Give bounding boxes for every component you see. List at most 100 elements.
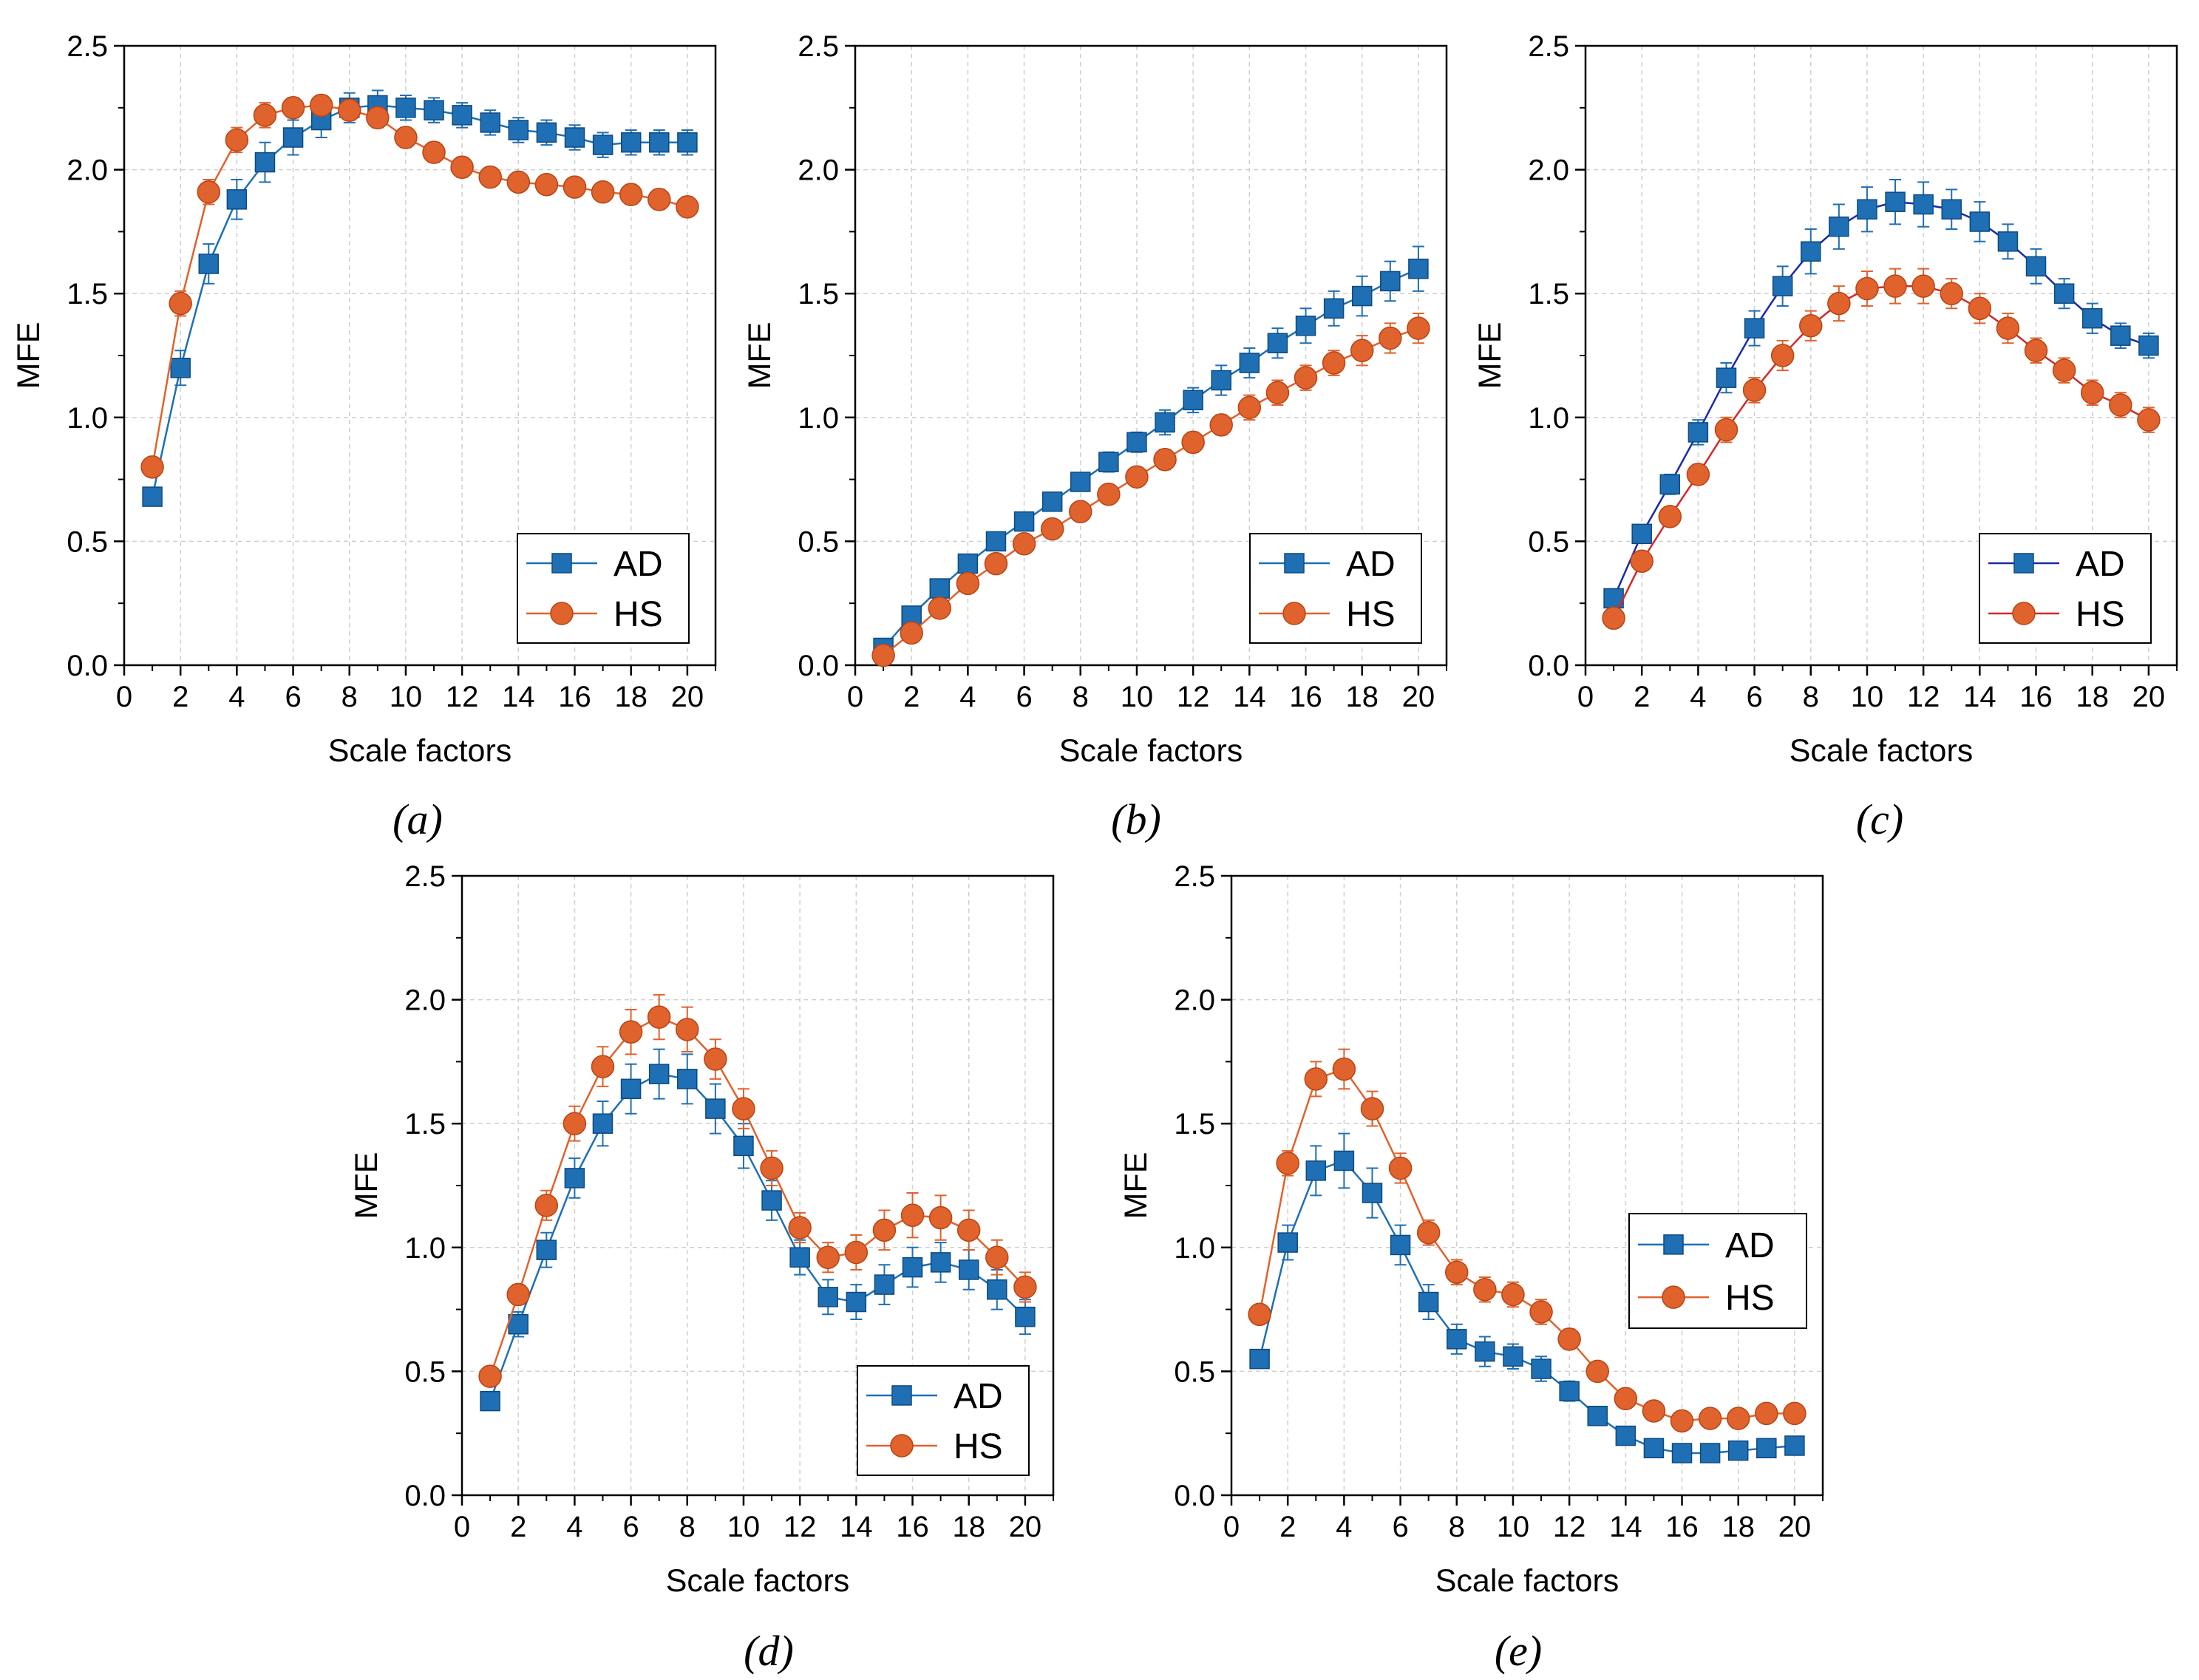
data-point [1941, 199, 1962, 220]
data-point [1585, 1359, 1609, 1384]
data-point [1249, 1348, 1270, 1370]
x-axis-title: Scale factors [328, 733, 512, 769]
data-point [1940, 282, 1963, 305]
data-point [1772, 276, 1793, 296]
data-point [1686, 463, 1710, 486]
x-tick-label: 0 [1577, 681, 1594, 713]
data-point [1913, 194, 1934, 215]
data-point [506, 1282, 530, 1307]
legend-label-hs: HS [1346, 595, 1396, 634]
x-tick-label: 12 [784, 1511, 817, 1543]
data-point [508, 120, 529, 140]
legend-marker [1663, 1234, 1684, 1255]
data-point [140, 455, 164, 479]
x-tick-label: 8 [1073, 681, 1089, 713]
legend-box [1979, 533, 2152, 644]
data-point [677, 132, 698, 153]
data-point [564, 1168, 585, 1188]
data-point [620, 1078, 642, 1100]
data-point [956, 571, 980, 596]
data-point [871, 643, 895, 667]
data-point [563, 1112, 587, 1135]
x-tick-label: 18 [1345, 681, 1379, 713]
x-tick-label: 16 [896, 1511, 929, 1543]
x-tick-label: 12 [1907, 681, 1940, 713]
data-point [1529, 1300, 1553, 1324]
data-point [760, 1156, 784, 1180]
data-point [170, 358, 191, 378]
data-point [563, 175, 587, 199]
data-point [1304, 1067, 1328, 1091]
data-point [508, 1313, 528, 1335]
x-tick-label: 2 [903, 681, 920, 713]
y-axis-title: MFE [11, 322, 47, 390]
x-tick-label: 8 [679, 1511, 696, 1543]
data-point [1784, 1435, 1805, 1456]
data-point [872, 1218, 897, 1242]
x-tick-label: 16 [1289, 681, 1322, 713]
data-point [591, 180, 615, 204]
data-point [705, 1098, 726, 1119]
y-tick-label: 1.0 [1174, 1232, 1215, 1265]
data-point [957, 553, 979, 574]
y-tick-label: 0.0 [67, 650, 108, 682]
legend: AD HS [1628, 1213, 1807, 1329]
data-point [649, 132, 670, 153]
series-ad [873, 245, 1429, 659]
data-point [2109, 393, 2132, 417]
y-tick-label: 1.5 [1174, 1108, 1215, 1140]
data-point [534, 1194, 559, 1217]
x-axis-title: Scale factors [666, 1563, 850, 1599]
x-tick-label: 2 [1634, 681, 1650, 713]
x-tick-label: 14 [840, 1511, 873, 1543]
data-point [1305, 1160, 1327, 1181]
data-point [1322, 351, 1346, 375]
data-point [282, 127, 304, 148]
data-point [846, 1291, 867, 1313]
data-point [1968, 296, 1992, 321]
data-point [536, 122, 557, 143]
x-tick-label: 20 [1402, 681, 1435, 713]
panel-label: (a) [392, 795, 443, 843]
data-point [648, 1064, 670, 1084]
x-tick-label: 14 [1609, 1511, 1642, 1543]
x-tick-label: 0 [116, 681, 132, 713]
y-tick-label: 1.5 [1528, 278, 1569, 310]
data-point [704, 1047, 727, 1071]
x-tick-label: 0 [847, 681, 863, 713]
data-point [1390, 1234, 1411, 1256]
data-point [930, 1252, 951, 1273]
x-tick-label: 18 [614, 681, 648, 713]
x-tick-label: 4 [566, 1511, 582, 1543]
data-point [818, 1287, 838, 1307]
legend-label-ad: AD [1725, 1226, 1775, 1265]
y-tick-label: 2.0 [798, 154, 839, 187]
data-point [761, 1190, 782, 1211]
data-point [142, 486, 163, 507]
data-point [1388, 1156, 1413, 1180]
data-point [1726, 1407, 1750, 1430]
data-point [2110, 325, 2131, 346]
data-point [788, 1216, 812, 1239]
data-point [733, 1135, 754, 1157]
chart-panel-a: 0 2 4 6 8 10 12 14 16 18 20 0.0 0.5 1.0 1.5 2.0 2.5 Scale… [11, 30, 717, 843]
x-tick-label: 6 [285, 681, 301, 713]
x-tick-label: 6 [1016, 681, 1032, 713]
panel-label: (d) [744, 1627, 794, 1675]
data-point [1783, 1401, 1807, 1426]
x-tick-label: 4 [959, 681, 976, 713]
legend-marker [890, 1434, 914, 1458]
x-tick-label: 4 [1336, 1511, 1352, 1543]
legend-marker [2013, 553, 2034, 574]
legend-label-hs: HS [1725, 1279, 1775, 1318]
legend-marker [1284, 553, 1305, 574]
x-tick-label: 16 [1665, 1511, 1699, 1543]
data-point [928, 596, 952, 620]
data-point [1350, 339, 1374, 363]
data-point [1070, 472, 1091, 492]
x-tick-label: 6 [1392, 1511, 1408, 1543]
legend-marker [550, 602, 574, 625]
data-point [1098, 452, 1119, 472]
x-axis-title: Scale factors [1059, 733, 1243, 769]
